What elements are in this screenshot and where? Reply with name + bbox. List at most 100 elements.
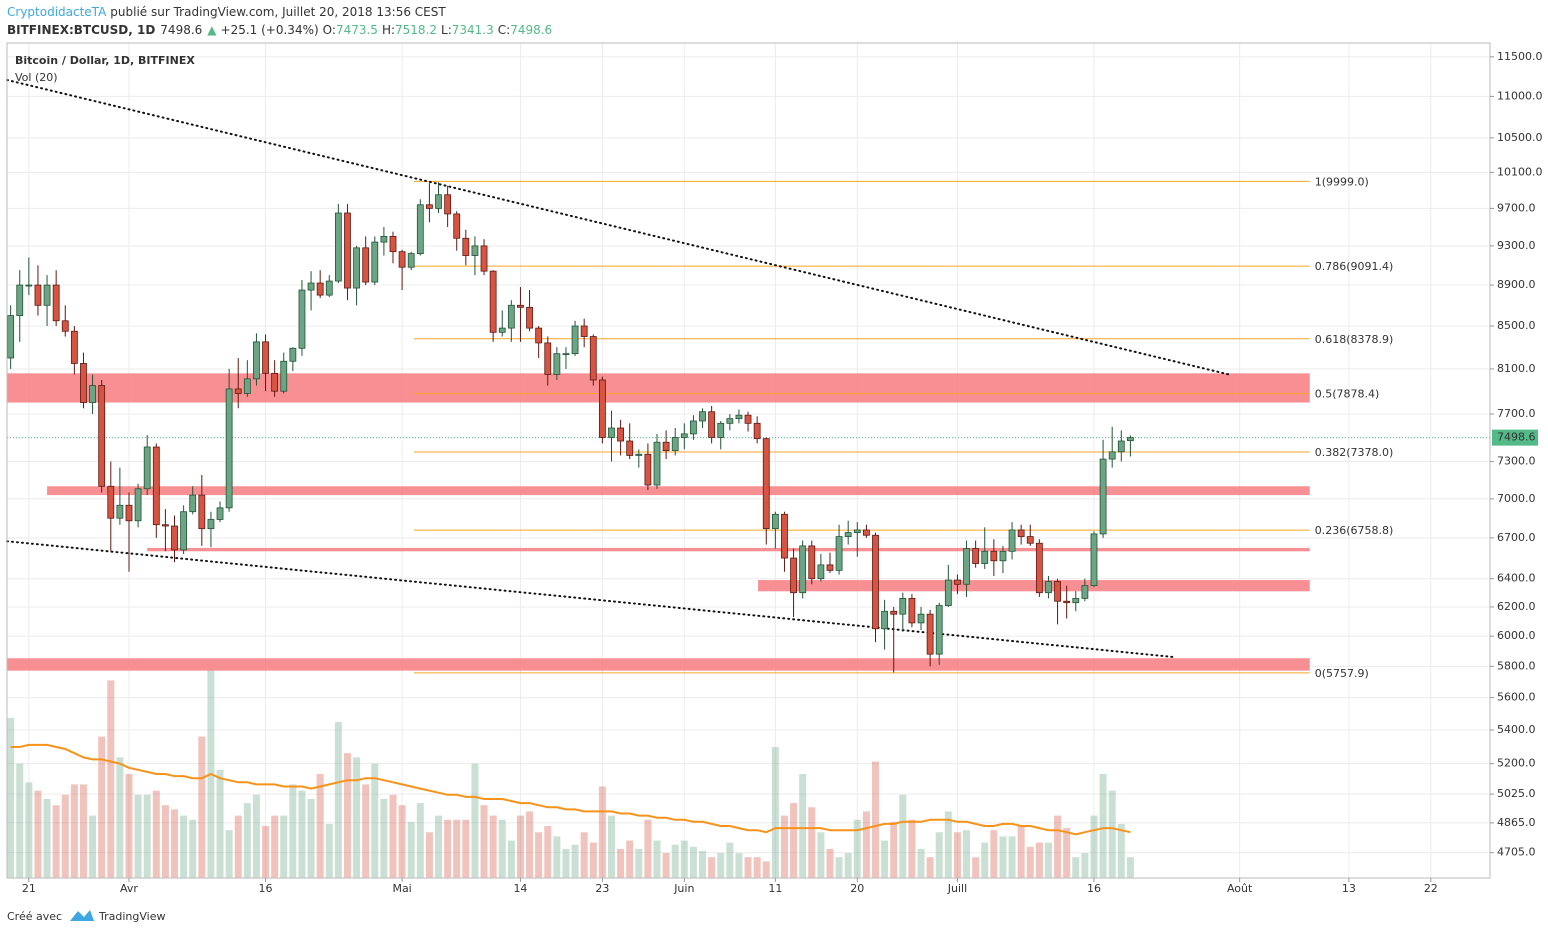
x-tick-label: 16 <box>259 882 273 895</box>
volume-bar <box>735 853 743 878</box>
candle-body <box>671 437 679 452</box>
y-tick-label: 11000.0 <box>1497 89 1543 102</box>
candle-body <box>271 372 279 392</box>
last-price-box <box>1492 429 1538 446</box>
volume-bar <box>589 842 597 878</box>
volume-bar <box>580 832 588 878</box>
candle-body <box>699 411 706 422</box>
candle-body <box>990 550 998 562</box>
volume-bar <box>498 819 506 878</box>
y-tick-label: 8500.0 <box>1497 319 1536 332</box>
volume-bar <box>917 848 925 878</box>
published: publié sur TradingView.com, Juillet 20, … <box>110 5 446 19</box>
volume-bar <box>1072 857 1080 878</box>
volume-bar <box>571 844 579 878</box>
volume-bar <box>61 794 69 878</box>
candle-body <box>444 194 452 215</box>
volume-bar <box>280 815 288 878</box>
candle-body <box>61 320 69 332</box>
candle-body <box>762 438 770 530</box>
volume-bar <box>125 774 133 878</box>
y-tick-label: 11500.0 <box>1497 50 1543 63</box>
candle-body <box>1090 533 1098 587</box>
fib-label: 0.786(9091.4) <box>1315 260 1394 273</box>
volume-bar <box>325 823 333 878</box>
volume-bar <box>116 757 124 878</box>
candle-body <box>1035 542 1043 594</box>
change: +25.1 (+0.34%) <box>221 23 319 37</box>
candle-body <box>426 204 433 209</box>
l-label: L: <box>441 23 452 37</box>
candle-body <box>890 610 898 615</box>
x-tick-label: 22 <box>1424 882 1438 895</box>
candle-body <box>243 378 251 394</box>
zone <box>7 373 1310 403</box>
volume-bar <box>853 819 861 878</box>
fib-label: 0.5(7878.4) <box>1315 388 1380 401</box>
volume-bar <box>444 819 452 878</box>
candle-body <box>180 511 188 551</box>
volume-bar <box>507 840 515 878</box>
candles <box>7 182 1134 673</box>
candle-body <box>1008 529 1016 552</box>
axes: 11500.0 11000.0 10500.0 10100.0 9700.0 9300.0… <box>22 43 1543 895</box>
y-tick-label: 8100.0 <box>1497 362 1536 375</box>
x-tick-label: Avr <box>120 882 138 895</box>
candle-body <box>853 529 861 533</box>
last: 7498.6 <box>160 23 202 37</box>
footer-logo[interactable] <box>70 910 94 921</box>
candle-body <box>881 610 889 630</box>
y-tick-label: 6400.0 <box>1497 572 1536 585</box>
candle-body <box>535 327 543 344</box>
candle-body <box>954 579 961 585</box>
volume-bar <box>1008 836 1016 878</box>
candle-body <box>717 422 725 438</box>
volume-bar <box>753 857 761 878</box>
volume-bar <box>371 763 379 878</box>
candle-body <box>216 507 224 520</box>
volume-bar <box>881 840 889 878</box>
volume-bar <box>1044 842 1052 878</box>
volume-bar <box>1017 826 1025 878</box>
candle-body <box>407 253 415 268</box>
candle-body <box>799 545 807 594</box>
y-tick-label: 9300.0 <box>1497 239 1536 252</box>
arrow: ▲ <box>207 23 217 37</box>
x-tick-label: 11 <box>768 882 782 895</box>
candle-body <box>580 325 588 337</box>
volume-bar <box>516 815 524 878</box>
zone <box>47 486 1310 496</box>
volume-pane <box>7 670 1134 878</box>
volume-bar <box>944 811 952 878</box>
volume-bar <box>7 717 15 878</box>
volume-bar <box>143 794 151 878</box>
volume-bar <box>926 857 934 878</box>
volume-bar <box>999 836 1007 878</box>
volume-bar <box>243 803 251 878</box>
candle-body <box>1072 597 1080 604</box>
volume-bar <box>1126 857 1134 878</box>
volume-bar <box>252 794 260 878</box>
candle-body <box>1017 529 1025 537</box>
candle-body <box>353 247 360 289</box>
candle-body <box>708 411 716 438</box>
candle-body <box>253 341 260 380</box>
volume-bar <box>626 840 634 878</box>
volume-bar <box>362 784 370 878</box>
candle-body <box>653 441 661 486</box>
y-tick-label: 6200.0 <box>1497 600 1536 613</box>
volume-bar <box>708 857 716 878</box>
footer-brand[interactable]: TradingView <box>98 910 165 923</box>
author[interactable]: CryptodidacteTA <box>7 5 107 19</box>
volume-bar <box>544 826 552 878</box>
volume-bar <box>862 811 870 878</box>
x-tick-label: Juill <box>947 882 967 895</box>
volume-bar <box>435 815 443 878</box>
candle-body <box>489 270 497 333</box>
volume-bar <box>771 746 779 878</box>
candle-body <box>280 360 288 392</box>
h-value: 7518.2 <box>395 23 437 37</box>
candle-body <box>16 284 24 316</box>
candle-body <box>944 579 952 606</box>
candle-body <box>589 336 597 381</box>
